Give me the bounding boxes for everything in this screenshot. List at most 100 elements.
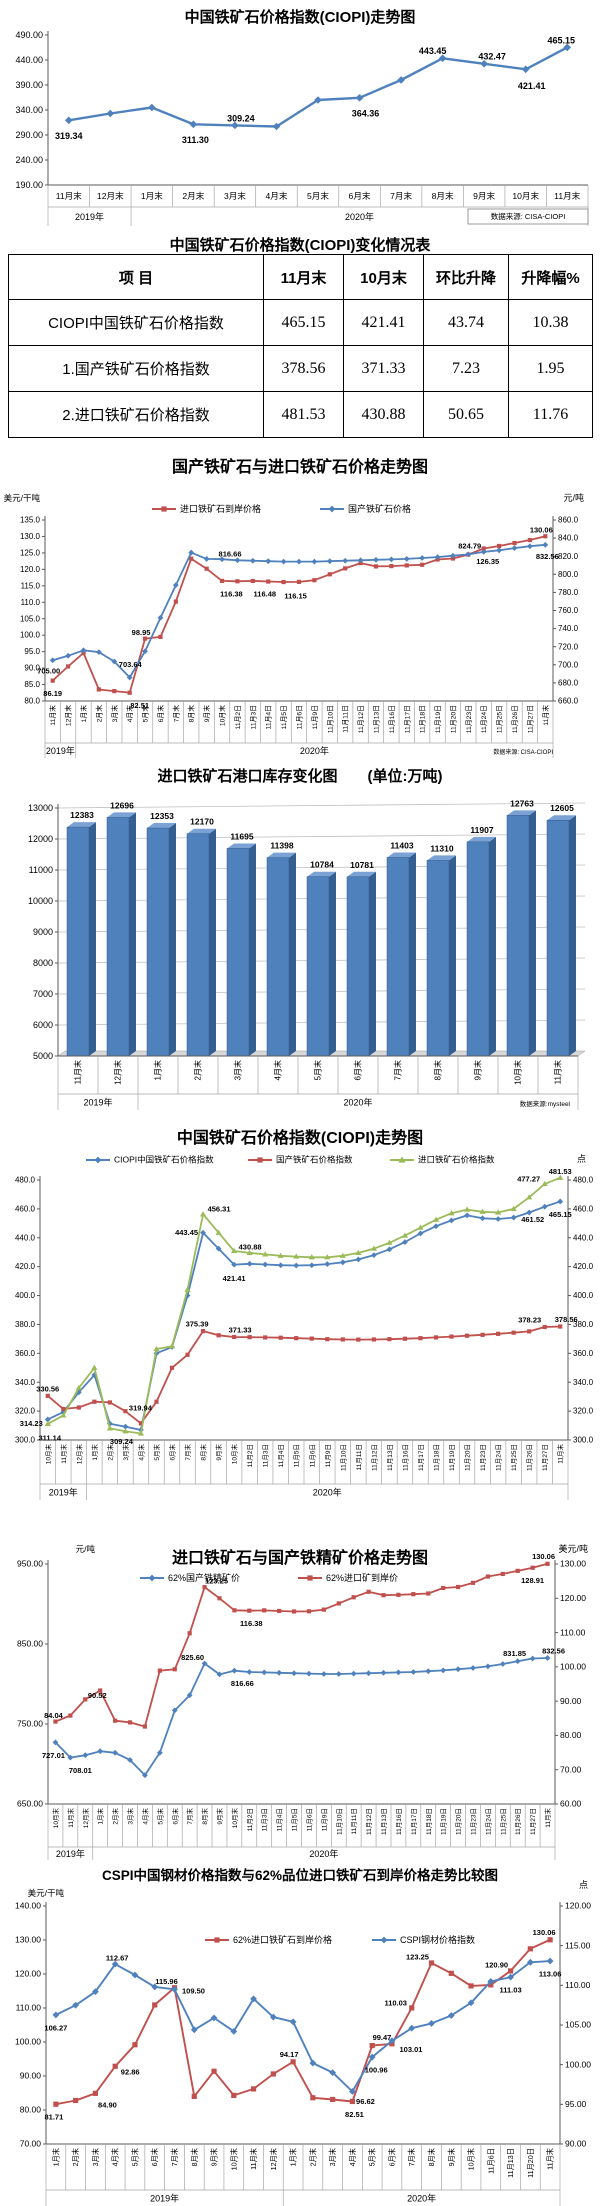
year-bands: 2019年 2020年 — [47, 1847, 556, 1860]
svg-text:82.51: 82.51 — [130, 701, 149, 710]
svg-text:1月末: 1月末 — [289, 2148, 298, 2166]
svg-text:705.00: 705.00 — [37, 667, 60, 676]
table-cell: 1.95 — [508, 345, 593, 392]
svg-text:2019年: 2019年 — [46, 745, 75, 756]
axis-left: 490.00 440.00 390.00 340.00 290.00 240.00 190.… — [15, 30, 588, 190]
svg-text:116.38: 116.38 — [220, 590, 243, 599]
svg-text:319.94: 319.94 — [129, 1404, 153, 1413]
svg-text:11月末: 11月末 — [48, 705, 57, 726]
svg-text:10月末: 10月末 — [512, 190, 539, 201]
svg-text:371.33: 371.33 — [229, 1325, 252, 1334]
svg-text:490.00: 490.00 — [15, 30, 43, 40]
svg-text:4月末: 4月末 — [348, 2148, 357, 2166]
svg-text:100.00: 100.00 — [15, 2037, 41, 2047]
svg-text:11月6日: 11月6日 — [305, 1808, 313, 1831]
svg-text:461.52: 461.52 — [521, 1215, 544, 1224]
svg-text:11月3日: 11月3日 — [262, 1444, 270, 1467]
svg-text:432.47: 432.47 — [478, 52, 506, 62]
svg-text:11月11日: 11月11日 — [350, 1808, 358, 1835]
svg-text:110.00: 110.00 — [565, 1980, 591, 1990]
table-cell: 421.41 — [343, 299, 424, 346]
svg-text:950.00: 950.00 — [17, 1559, 43, 1569]
svg-text:60.00: 60.00 — [560, 1799, 582, 1809]
svg-text:11月24日: 11月24日 — [480, 705, 488, 733]
svg-text:11月19日: 11月19日 — [434, 705, 442, 733]
svg-text:311.14: 311.14 — [38, 1433, 61, 1442]
svg-text:443.45: 443.45 — [419, 46, 447, 56]
svg-text:100.00: 100.00 — [565, 2059, 591, 2069]
svg-text:10月末: 10月末 — [230, 1808, 239, 1829]
svg-text:84.04: 84.04 — [44, 1711, 64, 1720]
svg-text:4月末: 4月末 — [273, 1060, 283, 1080]
svg-text:128.91: 128.91 — [521, 1576, 544, 1585]
svg-text:11月末: 11月末 — [59, 1444, 68, 1464]
chart4-section: 480.0 460.0 440.0 420.0 400.0 380.0 360.0 340.0… — [0, 1110, 600, 1542]
axis-left: 480.0 460.0 440.0 420.0 400.0 380.0 360.0 340.0… — [15, 1176, 568, 1445]
svg-text:380.0: 380.0 — [15, 1320, 36, 1329]
legend: 62%国产铁精矿价 62%进口矿到岸价 — [140, 1572, 398, 1583]
chart1-canvas: 490.00 440.00 390.00 340.00 290.00 240.00 190.… — [15, 30, 589, 226]
svg-text:90.00: 90.00 — [20, 2071, 42, 2081]
svg-text:11月末: 11月末 — [249, 2148, 258, 2170]
chart5-canvas: 950.00 850.00 750.00 650.00 130.00 120.00 110.… — [17, 1543, 588, 1860]
svg-text:290.00: 290.00 — [15, 130, 43, 140]
svg-text:11月10日: 11月10日 — [335, 1808, 343, 1835]
svg-text:8000: 8000 — [33, 958, 53, 968]
svg-text:421.41: 421.41 — [223, 1274, 246, 1283]
svg-text:115.00: 115.00 — [565, 1940, 591, 1950]
svg-text:11月27日: 11月27日 — [541, 1444, 549, 1471]
series-0 — [52, 1655, 551, 1779]
bar-chart-section: 12383 12696 12353 12170 11695 11398 10784 10781… — [0, 760, 600, 1110]
svg-text:11月6日: 11月6日 — [296, 705, 304, 729]
svg-text:300.0: 300.0 — [15, 1436, 36, 1445]
svg-text:12月末: 12月末 — [74, 1444, 83, 1465]
svg-text:70.00: 70.00 — [560, 1764, 582, 1774]
legend: 62%进口铁矿石到岸价格 CSPI钢材价格指数 — [205, 1934, 475, 1945]
svg-text:680.0: 680.0 — [558, 678, 579, 687]
series-1 — [45, 1324, 563, 1426]
svg-text:105.00: 105.00 — [565, 2020, 591, 2030]
svg-text:11907: 11907 — [470, 825, 493, 835]
svg-text:123.25: 123.25 — [205, 1577, 228, 1586]
svg-text:2020年: 2020年 — [300, 745, 329, 756]
svg-text:9月末: 9月末 — [215, 1808, 224, 1825]
svg-text:美元/吨: 美元/吨 — [558, 1543, 588, 1554]
svg-text:11月末: 11月末 — [66, 1808, 75, 1828]
svg-text:7月末: 7月末 — [407, 2148, 416, 2166]
svg-text:8月末: 8月末 — [190, 2148, 199, 2166]
svg-text:12763: 12763 — [510, 798, 534, 808]
x-axis: 11月末 12月末 1月末 2月末 3月末 4月末 5月末 6月末 7月末 8月末 9月末 10月末 1… — [47, 185, 589, 208]
svg-text:816.66: 816.66 — [231, 1679, 254, 1688]
axis-left: 135.0 130.0 125.0 120.0 115.0 110.0 105.0 100.0… — [20, 516, 553, 706]
svg-text:84.90: 84.90 — [98, 2101, 117, 2110]
svg-text:106.27: 106.27 — [44, 2023, 67, 2032]
legend: 进口铁矿石到岸价格 国产铁矿石价格 — [152, 503, 411, 514]
bars: 12383 12696 12353 12170 11695 11398 10784 10781… — [66, 798, 576, 1057]
svg-text:2月末: 2月末 — [182, 190, 204, 201]
svg-text:11月16日: 11月16日 — [395, 1808, 403, 1835]
table-cell: 465.15 — [263, 299, 344, 346]
svg-text:11月19日: 11月19日 — [448, 1444, 456, 1471]
chart6-canvas: 140.00 130.00 120.00 110.00 100.00 90.00 80.00… — [15, 1880, 591, 2206]
svg-text:135.0: 135.0 — [20, 516, 41, 525]
svg-text:5000: 5000 — [33, 1051, 53, 1061]
svg-text:11月24日: 11月24日 — [495, 1444, 503, 1471]
svg-text:数据来源:mysteel: 数据来源:mysteel — [520, 1099, 571, 1108]
svg-text:13000: 13000 — [28, 803, 53, 813]
svg-text:130.06: 130.06 — [530, 526, 553, 535]
svg-text:112.67: 112.67 — [106, 1954, 129, 1963]
svg-text:8月末: 8月末 — [187, 705, 196, 723]
svg-text:11月末: 11月末 — [56, 190, 83, 201]
svg-text:元/吨: 元/吨 — [563, 492, 584, 503]
svg-text:11月末: 11月末 — [556, 1444, 565, 1464]
svg-text:11月25日: 11月25日 — [496, 705, 504, 733]
svg-text:80.00: 80.00 — [560, 1730, 582, 1740]
svg-text:340.0: 340.0 — [573, 1378, 594, 1387]
svg-text:11月16日: 11月16日 — [401, 1444, 409, 1471]
svg-text:11月23日: 11月23日 — [479, 1444, 487, 1471]
svg-text:650.00: 650.00 — [17, 1799, 43, 1809]
svg-text:进口铁矿石到岸价格: 进口铁矿石到岸价格 — [180, 503, 261, 514]
svg-text:11月26日: 11月26日 — [514, 1808, 522, 1835]
svg-text:660.0: 660.0 — [558, 697, 579, 706]
